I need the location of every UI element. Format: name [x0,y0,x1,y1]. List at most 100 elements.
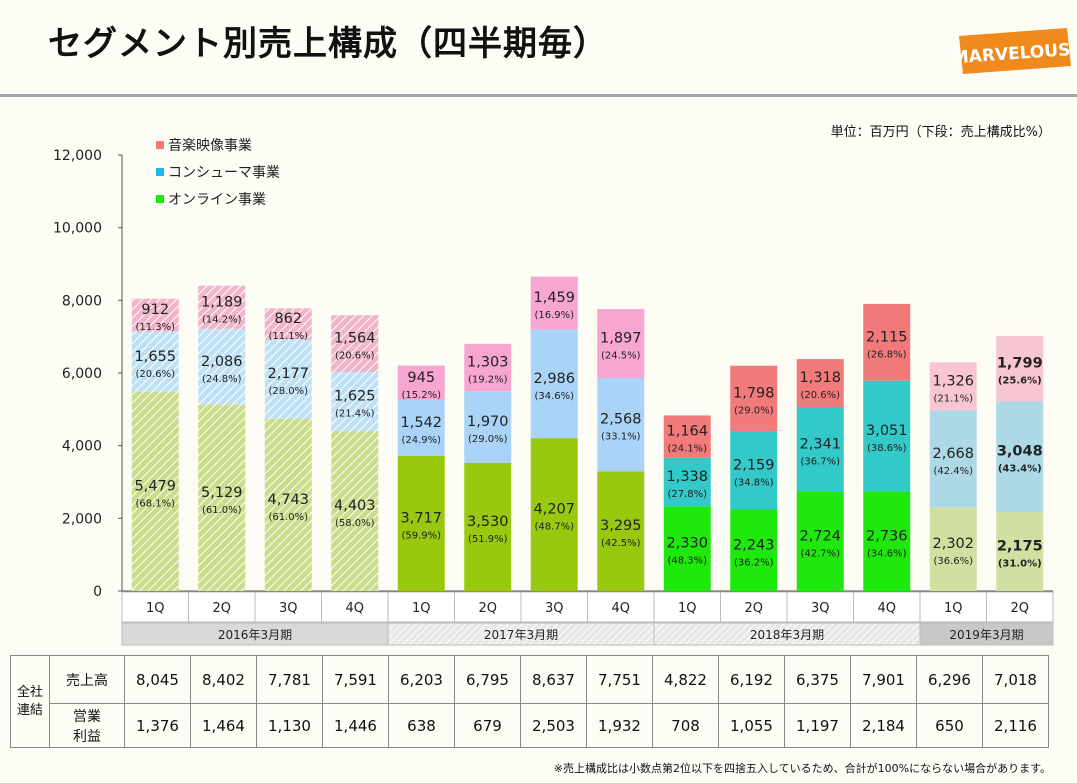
music-segment-bar [530,276,578,330]
table-cell: 7,018 [982,655,1049,704]
consumer-segment-bar [796,406,844,493]
music-segment-share: (15.2%) [401,390,441,401]
online-segment-share: (36.6%) [933,556,973,567]
online-segment-value: 2,330 [666,536,708,552]
online-segment-share: (61.0%) [268,512,308,523]
table-cell: 6,296 [916,655,983,704]
consumer-segment-share: (28.0%) [268,386,308,397]
consumer-segment-share: (42.4%) [933,466,973,477]
table-cell: 1,197 [784,703,851,748]
consumer-segment-bar [198,328,246,405]
table-cell: 6,192 [718,655,785,704]
legend-label: オンライン事業 [168,192,266,208]
consumer-segment-share: (20.6%) [135,369,175,380]
quarter-label: 1Q [944,601,963,616]
table-cell: 650 [916,703,983,748]
consumer-segment-value: 2,177 [267,366,309,382]
consumer-segment-share: (34.8%) [734,477,774,488]
online-segment-share: (34.6%) [867,548,907,559]
consumer-segment-bar [996,401,1044,512]
table-cell: 2,503 [520,703,587,748]
consumer-segment-bar [530,329,578,439]
music-segment-bar [929,362,977,411]
quarter-cell [853,591,921,623]
y-tick-label: 0 [93,584,102,600]
period-label: 2018年3月期 [750,628,824,642]
unit-note: 単位：百万円（下段：売上構成比%） [830,125,1051,140]
consumer-segment-value: 3,048 [997,444,1043,460]
table-cell: 6,375 [784,655,851,704]
online-segment-value: 2,243 [733,537,775,553]
quarter-cell [121,591,189,623]
consumer-segment-value: 2,668 [932,446,974,462]
music-segment-share: (25.6%) [998,376,1042,387]
online-segment-value: 3,530 [467,514,509,530]
music-segment-share: (21.1%) [933,393,973,404]
online-segment-bar [131,391,179,591]
online-segment-value: 5,479 [134,478,176,494]
consumer-segment-bar [730,431,778,510]
online-segment-share: (42.7%) [800,549,840,560]
quarter-label: 2Q [744,601,763,616]
music-segment-share: (20.6%) [335,351,375,362]
table-cell: 7,751 [586,655,653,704]
music-segment-value: 1,326 [932,373,974,389]
quarter-label: 3Q [811,601,830,616]
period-band [919,622,1054,646]
online-segment-value: 2,302 [932,536,974,552]
music-segment-value: 1,897 [600,331,642,347]
title-divider [0,94,1077,97]
online-segment-bar [730,509,778,591]
music-segment-share: (24.1%) [667,444,707,455]
consumer-segment-bar [331,371,379,432]
row-label-line: 利益 [73,728,101,745]
music-segment-bar [397,365,445,400]
legend-label: 音楽映像事業 [168,137,252,154]
quarter-label: 4Q [345,601,364,616]
online-segment-bar [331,431,379,591]
music-segment-bar [597,309,645,378]
online-segment-share: (58.0%) [335,518,375,529]
consumer-segment-share: (29.0%) [468,434,508,445]
online-segment-bar [929,507,977,591]
logo-shape [959,28,1071,74]
online-segment-share: (48.3%) [667,556,707,567]
music-segment-share: (20.6%) [800,390,840,401]
table-cell: 638 [388,703,455,748]
table-cell: 8,637 [520,655,587,704]
quarter-cell [321,591,389,623]
quarter-label: 4Q [877,601,896,616]
consumer-segment-share: (43.4%) [998,464,1042,475]
consumer-segment-share: (33.1%) [601,432,641,443]
period-label: 2016年3月期 [218,628,292,642]
legend-swatch [156,168,164,176]
quarter-cell [786,591,854,623]
consumer-segment-value: 1,625 [334,389,376,405]
legend-label: コンシューマ事業 [168,165,280,181]
consumer-segment-share: (24.8%) [202,374,242,385]
music-segment-share: (19.2%) [468,374,508,385]
music-segment-share: (26.8%) [867,349,907,360]
group-label-line: 連結 [16,702,43,718]
table-cell: 6,795 [454,655,521,704]
table-row: 営業 利益 1,376 1,464 1,130 1,446 638 679 2,503 1,932… [11,703,1049,748]
music-segment-value: 1,459 [533,290,575,306]
music-segment-value: 1,164 [666,424,708,440]
online-segment-value: 3,295 [600,518,642,534]
music-segment-share: (11.3%) [135,322,175,333]
music-segment-bar [131,298,179,332]
music-segment-share: (29.0%) [734,405,774,416]
table-cell: 2,116 [982,703,1049,748]
y-tick-label: 8,000 [62,293,102,309]
table-cell: 2,184 [850,703,917,748]
music-segment-share: (16.9%) [534,310,574,321]
online-segment-value: 4,207 [533,502,575,518]
consumer-segment-bar [264,339,312,419]
online-segment-share: (31.0%) [998,558,1042,569]
consumer-segment-value: 3,051 [866,423,908,439]
music-segment-value: 945 [407,370,435,386]
y-tick-label: 12,000 [53,148,102,164]
table-cell: 1,376 [124,703,191,748]
online-segment-bar [996,511,1044,591]
period-label: 2017年3月期 [484,628,558,642]
